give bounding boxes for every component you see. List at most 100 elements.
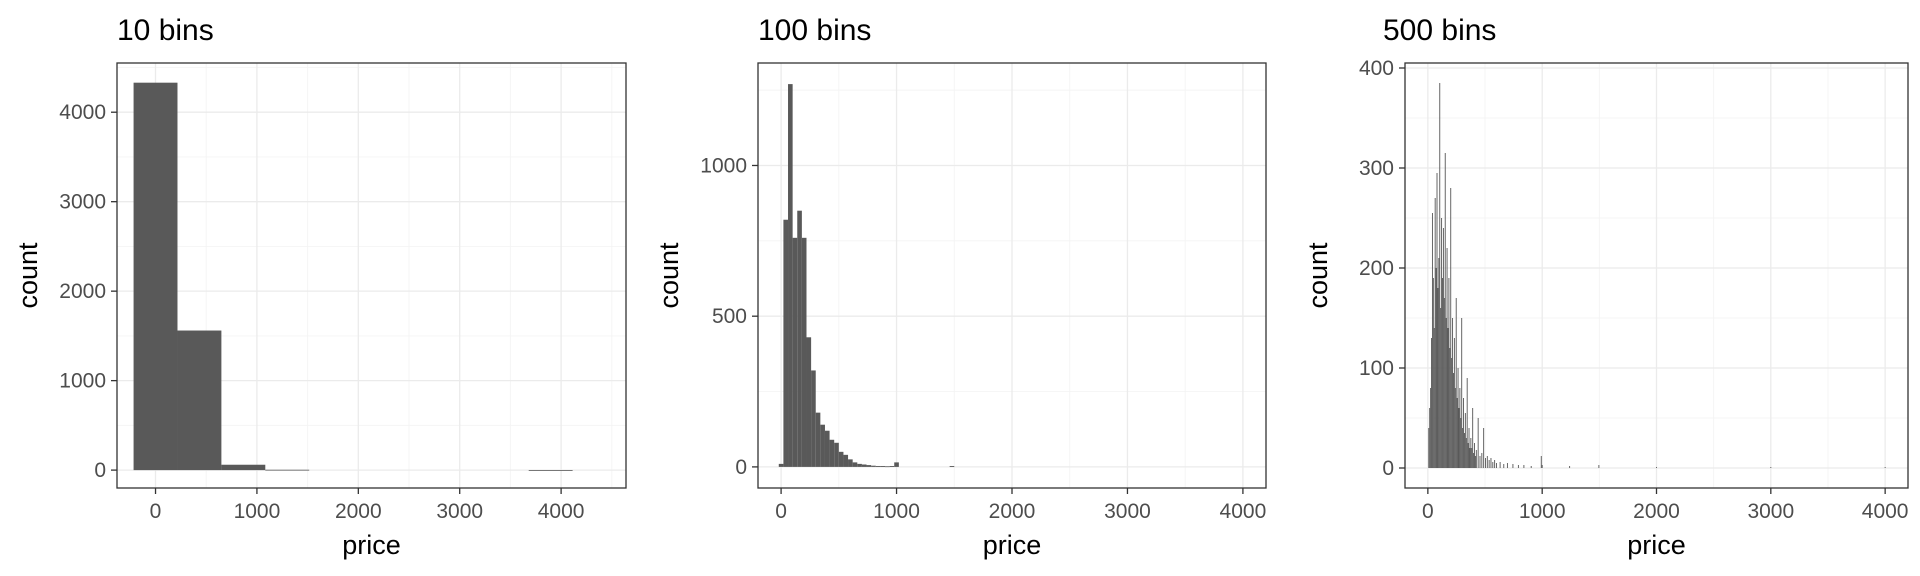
histogram-bar [797, 210, 802, 467]
x-tick-label: 4000 [538, 500, 585, 523]
x-tick-label: 1000 [873, 500, 920, 523]
histogram-bar [1499, 462, 1501, 468]
histogram-bar [1453, 338, 1455, 468]
histogram-bar [1468, 428, 1470, 468]
y-tick-label: 200 [1359, 257, 1394, 280]
histogram-bar [1451, 358, 1453, 468]
histogram-bar [1430, 388, 1432, 468]
histogram-bar [265, 469, 310, 471]
x-tick-label: 0 [775, 500, 787, 523]
x-tick-label: 4000 [1220, 500, 1267, 523]
histogram-bar [949, 465, 955, 467]
histogram-bar [806, 337, 812, 467]
histogram-bar [1441, 218, 1443, 468]
histogram-bar [133, 82, 178, 471]
chart-title: 500 bins [1383, 14, 1496, 47]
histogram-bar [871, 465, 876, 467]
histogram-bar [1474, 456, 1476, 468]
x-tick-label: 0 [1422, 500, 1434, 523]
histogram-bar [1488, 460, 1490, 468]
histogram-bar [1428, 428, 1430, 468]
histogram-bar [1479, 456, 1481, 468]
x-tick-label: 0 [150, 500, 162, 523]
histogram-bar [1431, 213, 1433, 468]
histogram-bar [778, 463, 784, 467]
histogram-bar [1495, 463, 1497, 468]
histogram-bar [1459, 388, 1461, 468]
y-tick-label: 0 [94, 459, 106, 482]
y-tick-label: 0 [1382, 457, 1394, 480]
histogram-bar [820, 424, 825, 467]
histogram-bar [788, 84, 793, 467]
histogram-bar [1475, 450, 1477, 468]
histogram-bar [1442, 278, 1443, 468]
histogram-bar [1490, 458, 1492, 468]
histogram-bar [528, 470, 573, 471]
histogram-bar [1472, 408, 1474, 468]
y-axis-title: count [13, 242, 43, 309]
x-tick-label: 1000 [234, 500, 281, 523]
histogram-bar [1437, 288, 1439, 468]
x-tick-label: 3000 [1747, 500, 1794, 523]
histogram-bar [894, 462, 899, 467]
histogram-bar [1457, 368, 1459, 468]
histogram-bar [783, 219, 789, 467]
histogram-bar [1461, 318, 1463, 468]
y-tick-label: 1000 [59, 370, 106, 393]
histogram-bar [1523, 465, 1525, 468]
histogram-bar [1884, 467, 1886, 468]
x-tick-label: 3000 [436, 500, 483, 523]
y-tick-label: 300 [1359, 157, 1394, 180]
y-tick-label: 2000 [59, 280, 106, 303]
histogram-bar [801, 237, 807, 467]
histogram-bar [811, 370, 816, 467]
histogram-bar [1540, 456, 1542, 468]
panel-1: 0 1000 2000 3000 4000 0 1000 2000 3000 4000 10 bin… [13, 14, 627, 560]
histogram-bar [1448, 278, 1450, 468]
histogram-bar [1485, 458, 1486, 468]
histogram-bar [1432, 278, 1434, 468]
histogram-bar [177, 330, 222, 471]
histogram-bar [1471, 448, 1473, 468]
x-tick-label: 2000 [989, 500, 1036, 523]
histogram-bar [1443, 298, 1445, 468]
histogram-bar [861, 464, 867, 467]
histogram-bar [1506, 463, 1508, 468]
histogram-bar [1452, 318, 1454, 468]
histogram-bar [1470, 438, 1472, 468]
histogram-bar [1429, 408, 1431, 468]
histogram-bar [1481, 453, 1483, 468]
chart-title: 100 bins [758, 14, 871, 47]
chart-title: 10 bins [117, 14, 214, 47]
histogram-bar [1440, 308, 1442, 468]
histogram-bar [880, 465, 885, 467]
histogram-bar [889, 465, 895, 467]
histogram-bar [1458, 408, 1460, 468]
y-tick-label: 1000 [700, 154, 747, 177]
histogram-bar [848, 459, 853, 467]
x-tick-label: 1000 [1519, 500, 1566, 523]
histogram-bar [1598, 465, 1600, 468]
histogram-bar [1453, 373, 1454, 468]
y-axis-title: count [654, 242, 684, 309]
histogram-bar [1467, 443, 1469, 468]
histogram-bar [1512, 464, 1514, 468]
x-axis-title: price [342, 530, 401, 560]
histogram-bar [1445, 318, 1447, 468]
x-tick-label: 4000 [1862, 500, 1909, 523]
histogram-bar [857, 463, 862, 467]
histogram-bar [1517, 465, 1519, 468]
y-tick-label: 4000 [59, 101, 106, 124]
panel-border [116, 62, 627, 489]
histogram-bar [1462, 428, 1464, 468]
histogram-bar [1436, 173, 1438, 468]
histogram-bar [1449, 348, 1451, 468]
histogram-bar [1477, 418, 1479, 468]
histogram-bar [1569, 466, 1571, 468]
histogram-bar [1456, 398, 1458, 468]
histogram-bar [1433, 328, 1435, 468]
histogram-bar [1474, 443, 1475, 468]
histogram-bar [852, 462, 858, 467]
histogram-bar [843, 454, 849, 467]
